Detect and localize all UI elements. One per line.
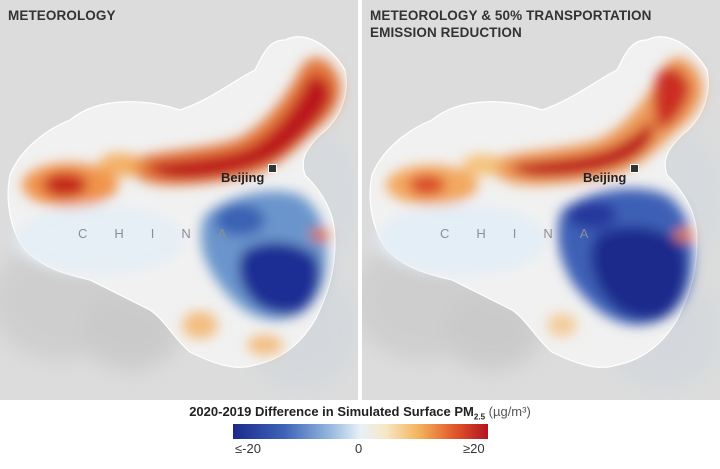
city-marker: [268, 164, 277, 173]
country-label: CHINA: [440, 226, 616, 241]
pm25-difference-map: [362, 0, 720, 400]
country-label: CHINA: [78, 226, 254, 241]
map-panel-meteorology-transport: METEOROLOGY & 50% TRANSPORTATION EMISSIO…: [362, 0, 720, 400]
city-marker: [630, 164, 639, 173]
city-label-beijing: Beijing: [583, 170, 627, 185]
colorbar: [233, 424, 488, 439]
legend-unit: (µg/m³): [488, 404, 531, 419]
pm25-difference-map: [0, 0, 358, 400]
colorbar-tick-max: ≥20: [463, 441, 485, 456]
legend-title: 2020-2019 Difference in Simulated Surfac…: [0, 404, 720, 422]
legend-subscript: 2.5: [473, 412, 486, 422]
panel-title: METEOROLOGY & 50% TRANSPORTATION EMISSIO…: [370, 8, 652, 40]
city-label-beijing: Beijing: [221, 170, 265, 185]
panel-title: METEOROLOGY: [8, 8, 116, 23]
colorbar-tick-min: ≤-20: [235, 441, 261, 456]
colorbar-tick-zero: 0: [355, 441, 363, 456]
legend-title-text: 2020-2019 Difference in Simulated Surfac…: [189, 404, 474, 419]
map-panel-meteorology: METEOROLOGY CHINA Beijing: [0, 0, 358, 400]
